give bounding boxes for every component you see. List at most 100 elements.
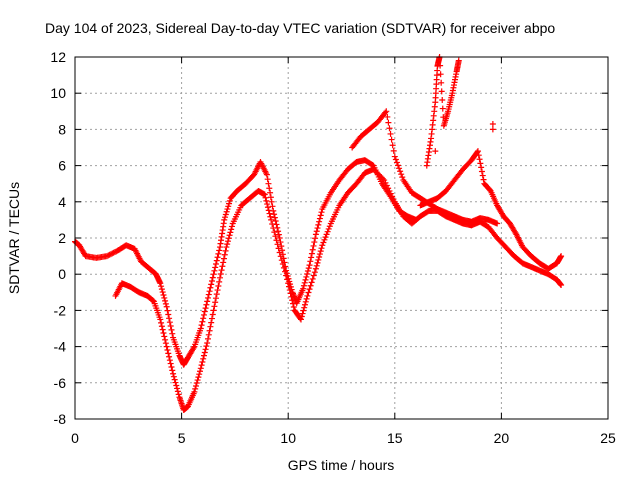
data-point — [226, 200, 233, 207]
data-point — [162, 340, 169, 347]
data-point — [197, 325, 204, 332]
data-point — [226, 197, 233, 204]
data-point — [221, 251, 228, 258]
x-tick-label: 5 — [178, 430, 186, 446]
data-point — [161, 294, 168, 301]
data-point — [399, 174, 406, 181]
data-point — [438, 88, 445, 95]
data-point — [221, 216, 228, 223]
data-point — [305, 289, 312, 296]
data-point — [175, 391, 182, 398]
y-axis-tick-labels: -8 -6 -4 -2 0 2 4 6 8 10 12 — [50, 49, 66, 427]
data-point — [392, 156, 399, 163]
data-point — [325, 225, 332, 232]
data-point — [494, 220, 501, 227]
data-point — [312, 231, 319, 238]
y-tick-label: 8 — [58, 121, 66, 137]
data-point — [306, 262, 313, 269]
data-point — [298, 313, 305, 320]
data-point — [263, 171, 270, 178]
data-point — [264, 201, 271, 208]
data-point — [165, 311, 172, 318]
data-point — [214, 287, 221, 294]
data-point — [285, 280, 292, 287]
data-point — [313, 262, 320, 269]
data-point — [286, 287, 293, 294]
data-point — [290, 304, 297, 311]
data-point — [558, 253, 565, 260]
data-point — [158, 286, 165, 293]
data-point — [222, 247, 229, 254]
data-point — [105, 252, 112, 259]
data-point — [271, 229, 278, 236]
data-point — [287, 290, 294, 297]
data-point — [480, 176, 487, 183]
data-point — [272, 218, 279, 225]
data-point — [223, 208, 230, 215]
data-point — [225, 235, 232, 242]
data-point — [109, 250, 116, 257]
data-point — [309, 275, 316, 282]
data-point — [168, 363, 175, 370]
data-point — [299, 310, 306, 317]
data-point — [312, 265, 319, 272]
series-outliers — [432, 120, 496, 155]
data-point — [269, 220, 276, 227]
data-point — [163, 303, 170, 310]
data-point — [370, 166, 377, 173]
data-point — [212, 295, 219, 302]
data-point — [107, 251, 114, 258]
data-point — [278, 257, 285, 264]
x-tick-label: 0 — [71, 430, 79, 446]
data-point — [286, 283, 292, 290]
data-point — [322, 234, 329, 241]
data-point — [201, 308, 208, 315]
data-point — [171, 376, 178, 383]
data-point — [396, 165, 403, 172]
data-point — [200, 355, 207, 362]
data-point — [103, 253, 110, 260]
data-point — [203, 301, 210, 308]
data-point — [212, 299, 219, 306]
data-point — [207, 323, 214, 330]
data-point — [381, 177, 388, 184]
x-tick-label: 10 — [280, 430, 296, 446]
data-point — [383, 182, 390, 189]
data-point — [213, 257, 220, 264]
data-point — [196, 368, 203, 375]
data-point — [195, 374, 202, 381]
data-point — [289, 297, 296, 304]
data-point — [316, 251, 323, 258]
data-point — [383, 108, 390, 115]
data-point — [323, 231, 330, 238]
data-point — [157, 280, 164, 287]
data-point — [475, 152, 482, 159]
data-point — [224, 206, 231, 213]
data-point — [301, 301, 308, 308]
data-point — [228, 223, 235, 230]
data-point — [225, 203, 232, 210]
data-point — [203, 343, 210, 350]
data-point — [157, 316, 164, 323]
data-point — [455, 57, 462, 64]
x-tick-label: 15 — [387, 430, 403, 446]
data-point — [169, 330, 176, 337]
data-point — [228, 226, 235, 233]
data-point — [200, 315, 207, 322]
data-point — [271, 214, 278, 221]
data-point — [297, 316, 304, 323]
data-point — [167, 360, 174, 367]
data-point — [193, 380, 200, 387]
data-point — [477, 160, 484, 167]
data-point — [270, 225, 277, 232]
data-point — [268, 198, 275, 205]
x-tick-label: 25 — [600, 430, 616, 446]
data-point — [224, 238, 231, 245]
data-point — [204, 294, 211, 301]
data-point — [267, 189, 274, 196]
y-tick-label: -8 — [54, 411, 67, 427]
data-point — [174, 388, 181, 395]
data-point — [280, 264, 287, 271]
data-point — [222, 214, 229, 221]
